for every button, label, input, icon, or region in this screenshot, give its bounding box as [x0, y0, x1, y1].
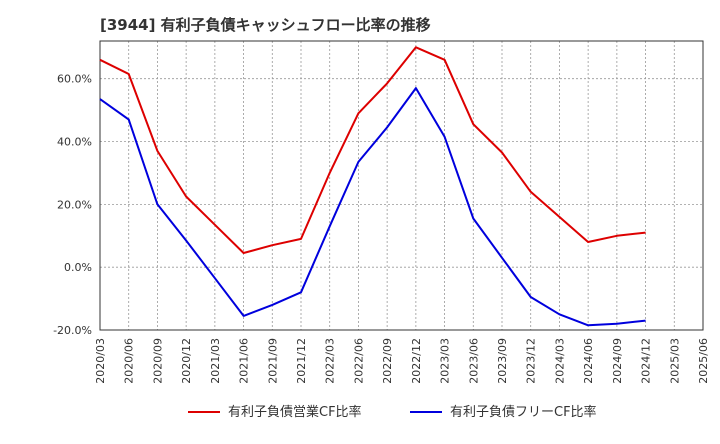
y-tick-label: 40.0%	[57, 136, 92, 149]
x-tick-label: 2021/03	[209, 338, 222, 384]
x-tick-label: 2021/06	[238, 338, 251, 384]
x-tick-label: 2022/12	[410, 338, 423, 384]
x-tick-label: 2022/06	[352, 338, 365, 384]
x-tick-label: 2021/12	[295, 338, 308, 384]
x-tick-label: 2024/06	[582, 338, 595, 384]
x-tick-label: 2023/09	[496, 338, 509, 384]
x-tick-label: 2020/09	[151, 338, 164, 384]
legend-label-2: 有利子負債フリーCF比率	[450, 404, 597, 420]
series-line-2	[99, 87, 646, 327]
y-tick-label: 60.0%	[57, 73, 92, 86]
x-tick-label: 2024/03	[553, 338, 566, 384]
y-tick-label: 20.0%	[57, 198, 92, 211]
x-tick-label: 2020/12	[180, 338, 193, 384]
series-line-1	[99, 46, 646, 254]
y-tick-label: 0.0%	[64, 261, 92, 274]
x-tick-label: 2025/03	[668, 338, 681, 384]
x-tick-label: 2020/06	[123, 338, 136, 384]
legend: 有利子負債営業CF比率 有利子負債フリーCF比率	[188, 404, 597, 420]
x-tick-label: 2023/03	[439, 338, 452, 384]
grid-lines	[99, 41, 704, 331]
x-tick-label: 2023/12	[525, 338, 538, 384]
x-tick-label: 2023/06	[467, 338, 480, 384]
y-tick-label: -20.0%	[53, 324, 92, 337]
x-tick-label: 2022/03	[324, 338, 337, 384]
chart-title: [3944] 有利子負債キャッシュフロー比率の推移	[100, 16, 431, 34]
x-tick-label: 2025/06	[697, 338, 710, 384]
axes: -20.0% 0.0% 20.0% 40.0% 60.0% 2020/03 2020/06 2…	[53, 40, 710, 384]
legend-label-1: 有利子負債営業CF比率	[228, 404, 362, 420]
x-tick-label: 2024/09	[611, 338, 624, 384]
x-tick-label: 2024/12	[640, 338, 653, 384]
x-tick-label: 2022/09	[381, 338, 394, 384]
x-tick-label: 2021/09	[266, 338, 279, 384]
plot-frame	[99, 40, 704, 331]
x-tick-label: 2020/03	[94, 338, 107, 384]
series-lines	[99, 46, 646, 327]
